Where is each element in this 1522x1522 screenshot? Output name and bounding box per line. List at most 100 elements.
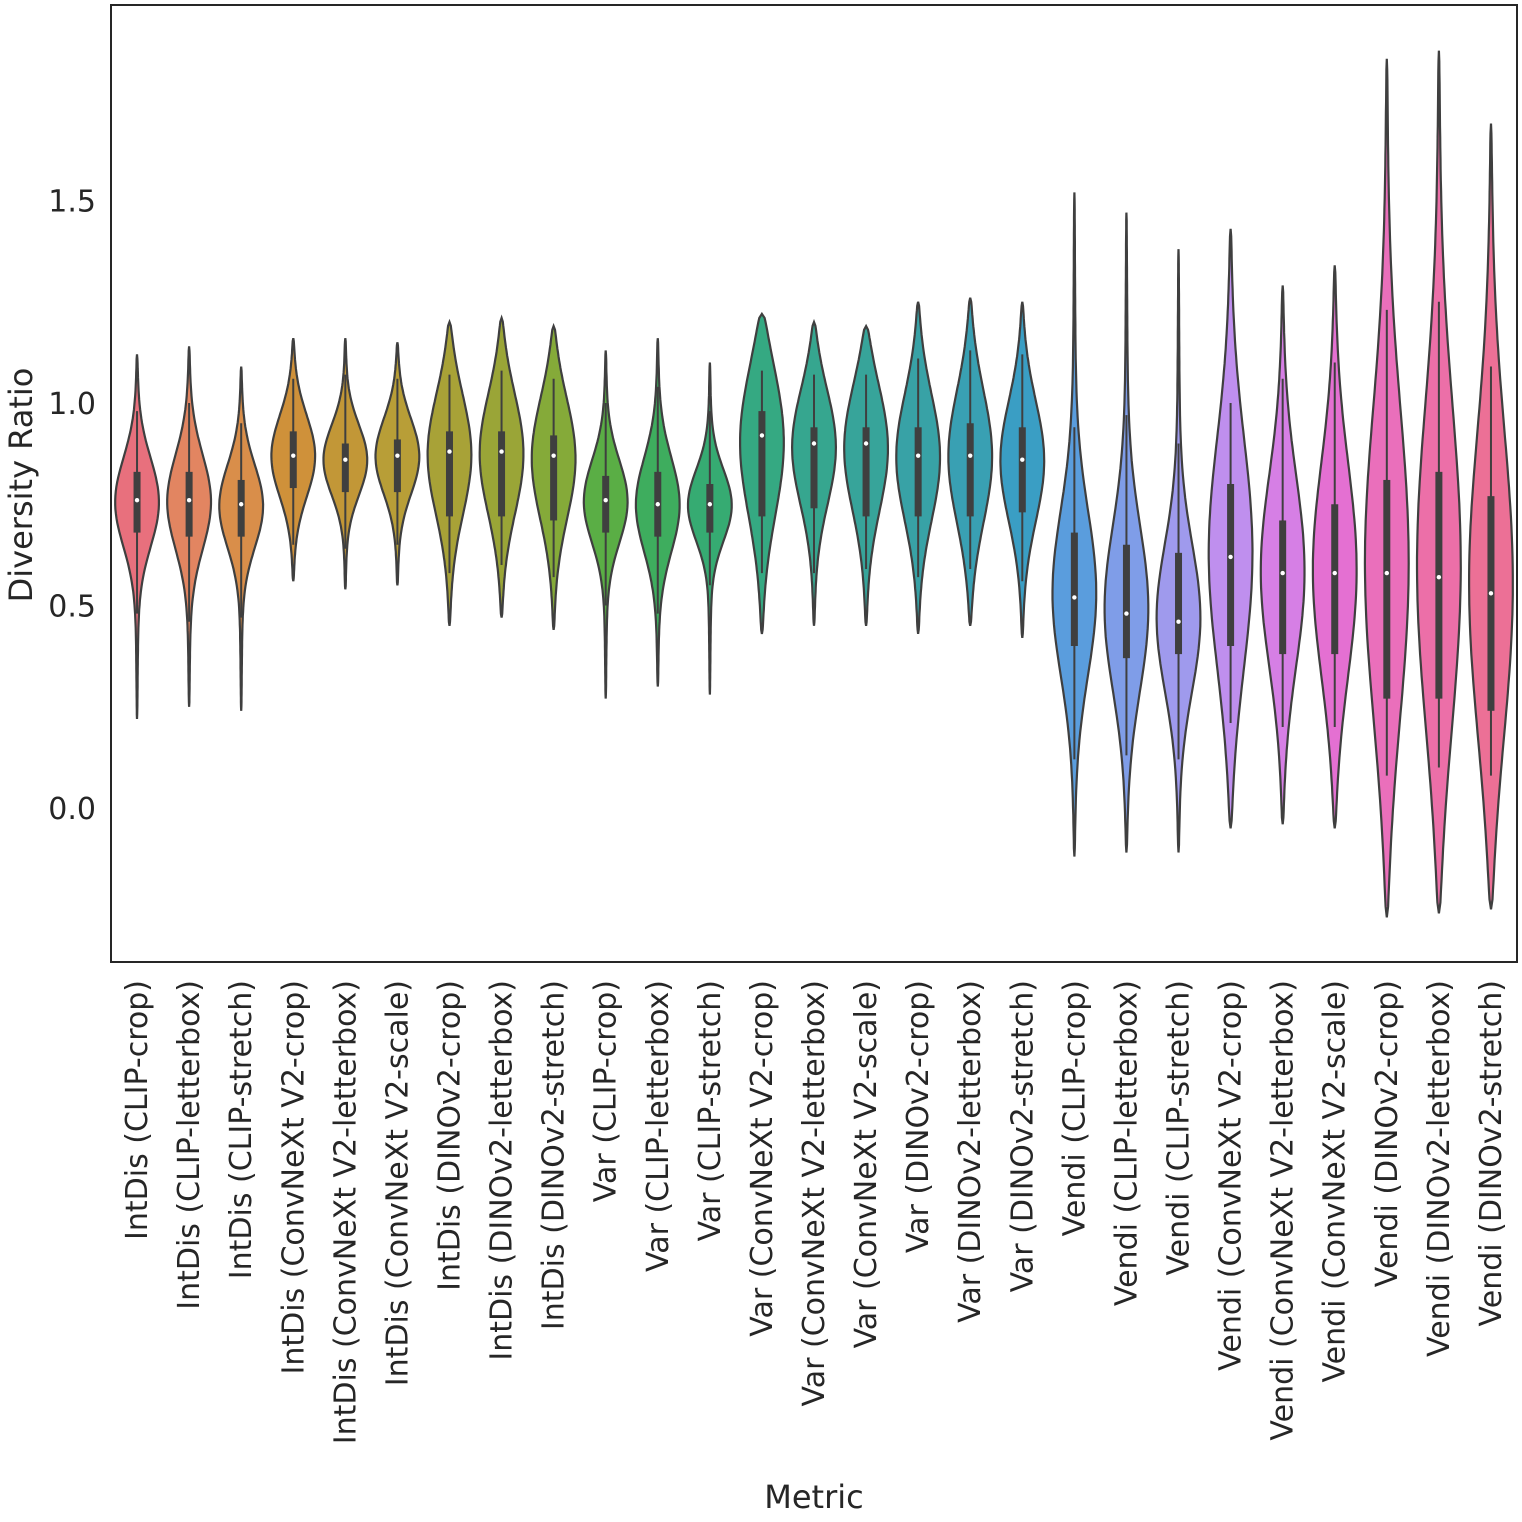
violin-median-point bbox=[1228, 554, 1233, 560]
x-tick-label: Vendi (CLIP-crop) bbox=[1057, 980, 1092, 1236]
violin-median-point bbox=[707, 502, 713, 507]
violin bbox=[843, 323, 889, 626]
x-tick-label: Vendi (ConvNeXt V2-letterbox) bbox=[1266, 980, 1301, 1441]
violin bbox=[1103, 212, 1150, 853]
y-tick-label: 1.5 bbox=[48, 185, 96, 220]
violin bbox=[426, 318, 473, 626]
violin bbox=[947, 297, 994, 627]
x-tick-label: Vendi (DINOv2-stretch) bbox=[1474, 980, 1509, 1326]
violin-median-point bbox=[1332, 570, 1337, 576]
violin-iqr-box bbox=[1070, 532, 1078, 646]
violin-iqr-box bbox=[1383, 479, 1391, 699]
violin-median-point bbox=[811, 441, 817, 446]
violin bbox=[634, 338, 681, 687]
violin bbox=[582, 350, 629, 699]
violin-median-point bbox=[1020, 457, 1025, 462]
violin bbox=[166, 346, 213, 707]
violin-median-point bbox=[238, 502, 244, 507]
violin-median-point bbox=[1488, 591, 1494, 596]
violin bbox=[114, 354, 160, 719]
violin-median-point bbox=[603, 498, 608, 503]
y-tick-label: 0.0 bbox=[48, 792, 96, 827]
violin-median-point bbox=[1436, 574, 1442, 580]
violin-median-point bbox=[186, 498, 192, 503]
violin-iqr-box bbox=[706, 484, 714, 533]
y-tick-label: 1.0 bbox=[48, 387, 96, 422]
violin-iqr-box bbox=[1487, 496, 1495, 711]
violin bbox=[1155, 249, 1202, 853]
x-tick-label: Vendi (DINOv2-crop) bbox=[1370, 980, 1405, 1287]
violin bbox=[1311, 265, 1358, 829]
violin-median-point bbox=[395, 453, 400, 458]
violin bbox=[1415, 50, 1462, 914]
violin-median-point bbox=[499, 449, 504, 454]
violin bbox=[739, 311, 785, 635]
x-tick-label: Var (ConvNeXt V2-scale) bbox=[849, 980, 884, 1348]
violin-median-point bbox=[447, 449, 452, 454]
violin-iqr-box bbox=[185, 471, 193, 537]
violin bbox=[1468, 123, 1514, 910]
x-tick-label: Var (CLIP-stretch) bbox=[693, 980, 728, 1241]
violin-iqr-box bbox=[1435, 471, 1443, 699]
x-tick-label: Vendi (ConvNeXt V2-scale) bbox=[1318, 980, 1353, 1383]
x-tick-label: IntDis (DINOv2-letterbox) bbox=[485, 980, 520, 1361]
x-tick-label: IntDis (ConvNeXt V2-scale) bbox=[380, 980, 415, 1386]
x-tick-label: Var (CLIP-letterbox) bbox=[641, 980, 676, 1272]
violin-median-point bbox=[1384, 570, 1390, 576]
violin-median-point bbox=[134, 498, 140, 503]
violin-median-point bbox=[915, 453, 921, 458]
x-tick-label: Var (CLIP-crop) bbox=[589, 980, 624, 1202]
violin bbox=[218, 366, 265, 711]
violin bbox=[895, 301, 942, 635]
violin-iqr-box bbox=[1018, 427, 1026, 513]
x-tick-label: Vendi (CLIP-stretch) bbox=[1162, 980, 1197, 1276]
violin-iqr-box bbox=[1122, 544, 1130, 659]
violin-iqr-box bbox=[289, 431, 297, 489]
plot-frame bbox=[110, 4, 1518, 963]
x-axis-ticks: IntDis (CLIP-crop) IntDis (CLIP-letterbox… bbox=[120, 980, 1509, 1444]
violin-iqr-box bbox=[550, 435, 558, 521]
violin bbox=[1207, 228, 1254, 829]
x-tick-label: IntDis (ConvNeXt V2-crop) bbox=[276, 980, 311, 1374]
x-tick-label: IntDis (DINOv2-crop) bbox=[433, 980, 468, 1291]
x-tick-label: IntDis (DINOv2-stretch) bbox=[537, 980, 572, 1330]
violin-iqr-box bbox=[758, 411, 766, 517]
violin-iqr-box bbox=[914, 427, 922, 517]
violin-iqr-box bbox=[602, 475, 610, 533]
y-axis-ticks: 0.0 0.5 1.0 1.5 bbox=[48, 185, 96, 828]
violin bbox=[1363, 58, 1410, 918]
violin bbox=[790, 318, 838, 626]
x-axis-label: Metric bbox=[764, 1478, 863, 1516]
violin-median-point bbox=[1176, 619, 1181, 624]
violin bbox=[1259, 285, 1306, 825]
x-tick-label: Var (DINOv2-crop) bbox=[901, 980, 936, 1253]
violin-iqr-box bbox=[1331, 504, 1339, 655]
violin bbox=[374, 342, 421, 586]
violin-iqr-box bbox=[498, 431, 506, 517]
violin bbox=[530, 322, 577, 630]
x-tick-label: Var (ConvNeXt V2-crop) bbox=[745, 980, 780, 1337]
violins-layer bbox=[114, 50, 1514, 918]
x-tick-label: Var (ConvNeXt V2-letterbox) bbox=[797, 980, 832, 1406]
violin-iqr-box bbox=[966, 423, 974, 517]
x-tick-label: Vendi (CLIP-letterbox) bbox=[1109, 980, 1144, 1306]
violin-median-point bbox=[343, 457, 348, 462]
x-tick-label: Vendi (DINOv2-letterbox) bbox=[1422, 980, 1457, 1357]
violin-median-point bbox=[655, 502, 660, 507]
violin-iqr-box bbox=[393, 439, 401, 493]
violin-iqr-box bbox=[810, 427, 818, 509]
x-tick-label: IntDis (ConvNeXt V2-letterbox) bbox=[328, 980, 363, 1444]
violin bbox=[322, 338, 369, 590]
violin-median-point bbox=[1280, 570, 1285, 576]
violin bbox=[270, 337, 317, 582]
x-tick-label: IntDis (CLIP-stretch) bbox=[224, 980, 259, 1279]
x-tick-label: IntDis (CLIP-letterbox) bbox=[172, 980, 207, 1310]
violin bbox=[1051, 192, 1098, 857]
violin bbox=[478, 314, 525, 618]
violin-iqr-box bbox=[1227, 484, 1235, 646]
y-axis-label: Diversity Ratio bbox=[2, 368, 40, 603]
violin-median-point bbox=[968, 453, 973, 458]
x-tick-label: Vendi (ConvNeXt V2-crop) bbox=[1214, 980, 1249, 1371]
violin-iqr-box bbox=[237, 479, 245, 537]
